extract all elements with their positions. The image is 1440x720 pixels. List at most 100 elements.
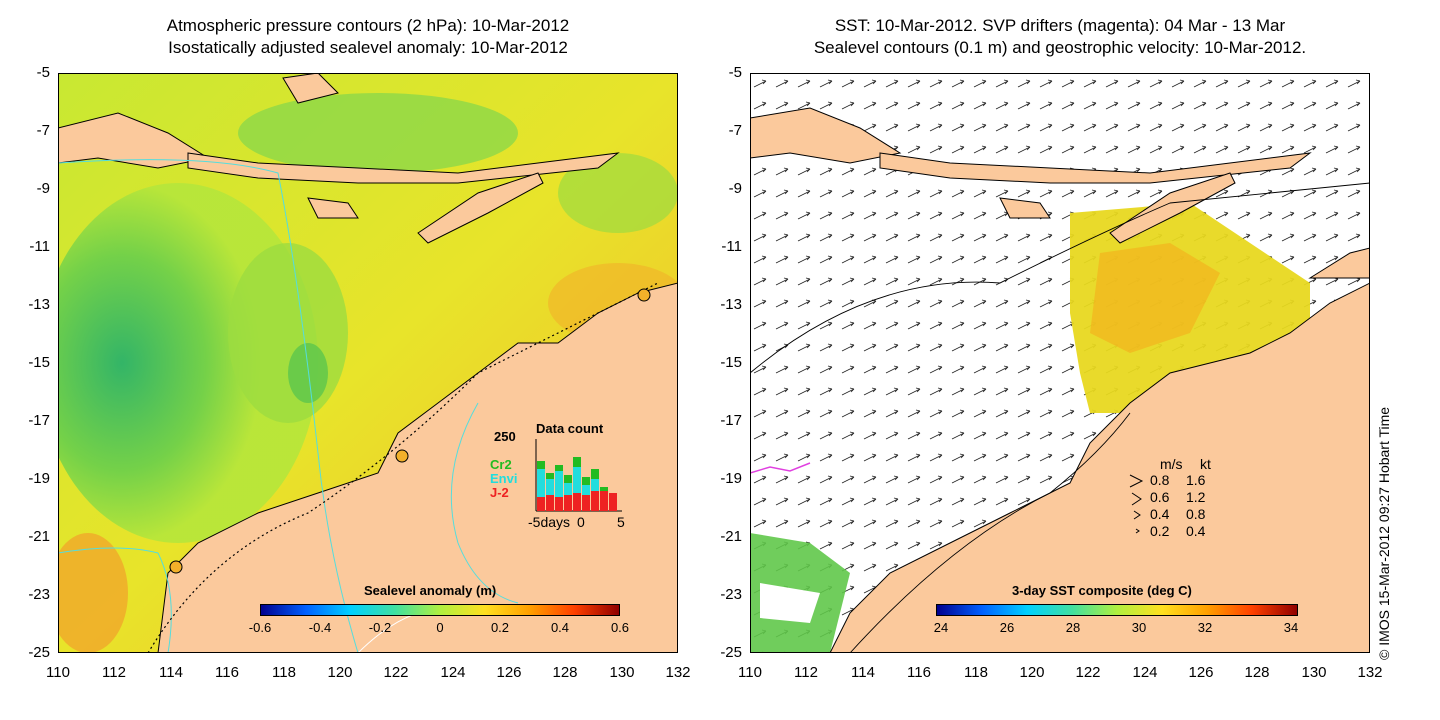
sst-map [750,73,1370,653]
y-tick: -5 [728,64,742,81]
x-tick: 128 [1244,664,1270,681]
speed-legend-ms: 0.6 [1150,489,1170,505]
left-colorbar-title: Sealevel anomaly (m) [364,583,497,598]
x-tick: 114 [159,664,183,681]
timor-land [1109,172,1236,244]
speed-legend-kt: 0.8 [1186,506,1206,522]
timor-land [417,172,544,244]
right-colorbar-tick: 30 [1131,620,1147,635]
y-tick: -21 [28,528,50,545]
x-tick: 132 [665,664,691,681]
speed-legend-arrows [1129,474,1144,534]
x-tick: 114 [851,664,875,681]
y-tick: -21 [720,528,742,545]
svp-drifter-track [750,462,811,474]
speed-legend-kt: 1.2 [1186,489,1206,505]
speed-legend-ms: 0.4 [1150,506,1170,522]
right-colorbar-tick: 26 [999,620,1015,635]
x-tick: 124 [440,664,466,681]
y-tick: -19 [28,470,50,487]
y-tick: -9 [36,180,50,197]
x-tick: 112 [794,664,818,681]
speed-legend-header-ms: m/s [1160,456,1183,472]
y-tick: -9 [728,180,742,197]
y-tick: -15 [28,354,50,371]
sumba-land [999,197,1051,219]
x-tick: 132 [1357,664,1383,681]
y-tick: -17 [720,412,742,429]
right-map: m/s kt 0.8 1.6 0.6 1.2 0.4 0.8 0.2 0.4 3… [750,73,1370,653]
right-colorbar [936,604,1298,616]
left-map: Data count 250 Cr2 Envi J-2 -5days 0 5 S… [58,73,678,653]
y-tick: -25 [720,644,742,661]
x-tick: 112 [102,664,126,681]
y-tick: -11 [29,238,50,255]
tide-gauge-marker [169,560,183,574]
x-tick: 130 [1301,664,1327,681]
speed-legend-ms: 0.8 [1150,472,1170,488]
x-tick: 124 [1132,664,1158,681]
x-tick: 120 [1019,664,1045,681]
imos-timestamp: © IMOS 15-Mar-2012 09:27 Hobart Time [1376,406,1392,660]
right-colorbar-tick: 24 [933,620,949,635]
speed-legend-header-kt: kt [1200,456,1211,472]
x-tick: 110 [46,664,70,681]
data-count-xlabel-zero: 0 [577,514,585,530]
sealevel-anomaly-map [58,73,678,653]
right-title-line1: SST: 10-Mar-2012. SVP drifters (magenta)… [834,16,1286,35]
data-count-bars [537,457,617,511]
data-count-legend-cr2: Cr2 [490,457,512,472]
data-count-xlabel-start: -5days [528,514,571,530]
right-title-line2: Sealevel contours (0.1 m) and geostrophi… [813,38,1307,57]
sumba-land [307,197,359,219]
speed-legend-ms: 0.2 [1150,523,1170,539]
x-tick: 122 [1075,664,1101,681]
data-count-title: Data count [536,421,604,436]
right-colorbar-tick: 34 [1283,620,1299,635]
y-tick: -13 [720,296,742,313]
data-count-xlabel-end: 5 [617,514,625,530]
tide-gauge-marker [395,449,409,463]
y-tick: -25 [28,644,50,661]
y-tick: -11 [721,238,742,255]
java-land [750,107,902,164]
new-guinea-land [1308,247,1370,279]
left-colorbar-tick: 0.4 [550,620,570,635]
left-colorbar-tick: 0.2 [490,620,510,635]
right-colorbar-title: 3-day SST composite (deg C) [1012,583,1192,598]
y-tick: -23 [720,586,742,603]
left-colorbar [260,604,620,616]
data-count-legend-j2: J-2 [490,485,509,500]
x-tick: 122 [383,664,409,681]
nusa-tenggara-land [879,152,1312,184]
speed-legend-kt: 1.6 [1186,472,1206,488]
x-tick: 110 [738,664,762,681]
bali-land [282,73,339,104]
nusa-tenggara-land [187,152,620,184]
left-colorbar-tick: -0.2 [368,620,392,635]
y-tick: -17 [28,412,50,429]
left-title-line2: Isostatically adjusted sealevel anomaly:… [168,38,568,57]
y-tick: -13 [28,296,50,313]
left-colorbar-tick: -0.4 [308,620,332,635]
x-tick: 116 [215,664,239,681]
australia-land [157,282,678,653]
y-tick: -7 [728,122,742,139]
x-tick: 116 [907,664,931,681]
data-count-legend-envi: Envi [490,471,518,486]
x-tick: 126 [496,664,522,681]
x-tick: 118 [272,664,296,681]
left-title-line1: Atmospheric pressure contours (2 hPa): 1… [166,16,570,35]
x-tick: 120 [327,664,353,681]
x-tick: 118 [964,664,988,681]
right-colorbar-tick: 28 [1065,620,1081,635]
x-tick: 128 [552,664,578,681]
x-tick: 126 [1188,664,1214,681]
right-colorbar-tick: 32 [1197,620,1213,635]
y-tick: -5 [36,64,50,81]
left-colorbar-tick: 0 [436,620,444,635]
data-count-ymax: 250 [494,429,516,444]
x-tick: 130 [609,664,635,681]
y-tick: -15 [720,354,742,371]
australia-land [829,282,1370,653]
